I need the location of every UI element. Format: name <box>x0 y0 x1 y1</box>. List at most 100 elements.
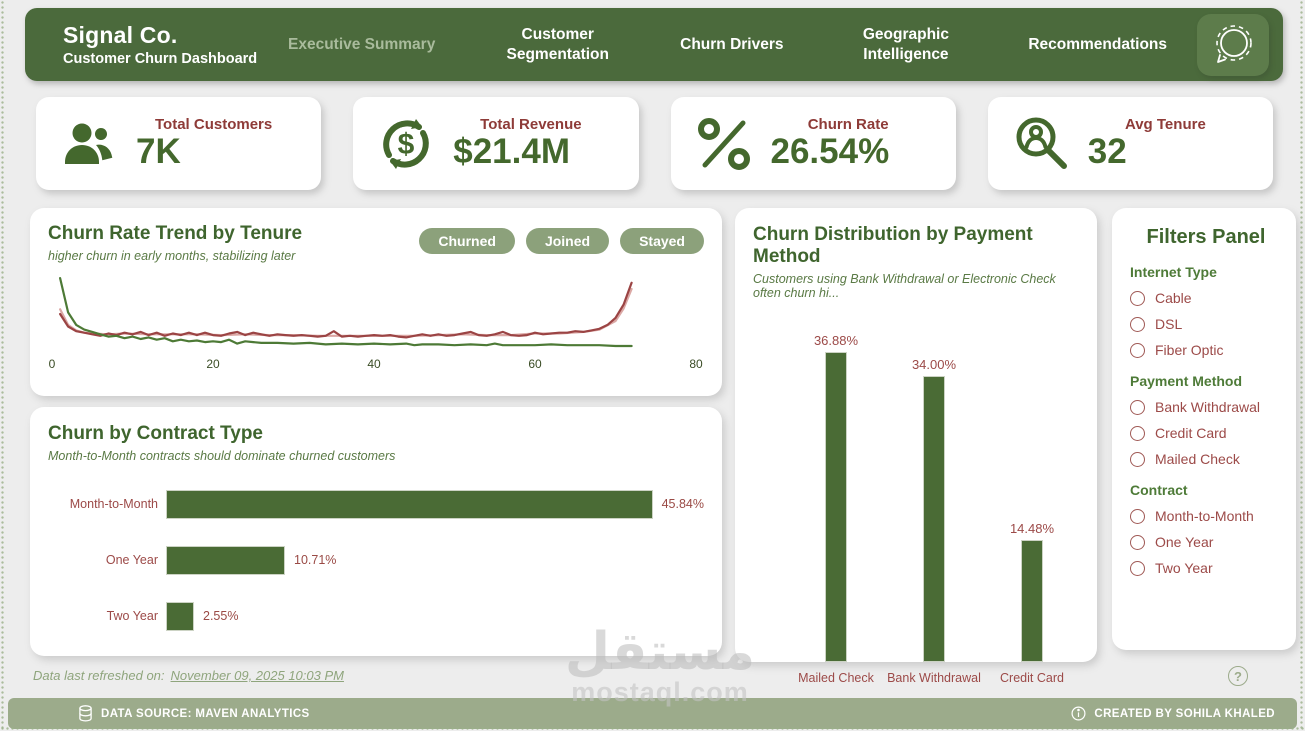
filter-option-contract-month-to-month[interactable]: Month-to-Month <box>1130 508 1282 524</box>
payment-churn-card: Churn Distribution by Payment Method Cus… <box>735 208 1097 685</box>
trend-legend: Churned Joined Stayed <box>419 228 704 254</box>
kpi-title: Churn Rate <box>807 116 889 134</box>
filter-option-payment-method-bank-withdrawal[interactable]: Bank Withdrawal <box>1130 399 1282 415</box>
filter-option-internet-type-cable[interactable]: Cable <box>1130 290 1282 306</box>
tab-customer-segmentation[interactable]: Customer Segmentation <box>506 26 609 63</box>
payment-x-axis: Mailed Check Bank Withdrawal Credit Card <box>753 670 1081 686</box>
trend-card-subtitle: higher churn in early months, stabilizin… <box>48 249 296 263</box>
payment-bar-column-mailed-check: 36.88% <box>787 333 885 662</box>
top-nav-bar: Signal Co. Customer Churn Dashboard Exec… <box>25 8 1283 81</box>
kpi-value: 32 <box>1087 132 1127 172</box>
radio-icon[interactable] <box>1130 399 1145 415</box>
footer-data-source-text: DATA SOURCE: MAVEN ANALYTICS <box>101 707 310 720</box>
contract-bar-row-one-year: One Year 10.71% <box>48 545 704 575</box>
help-icon[interactable]: ? <box>1228 666 1248 686</box>
radio-icon[interactable] <box>1130 316 1145 332</box>
filter-option-label: DSL <box>1155 316 1183 332</box>
contract-card-subtitle: Month-to-Month contracts should dominate… <box>48 449 396 463</box>
contract-bar-month-to-month[interactable] <box>166 489 653 519</box>
kpi-card-total-customers: Total Customers 7K <box>36 97 322 190</box>
info-icon <box>1071 706 1086 721</box>
contract-bar-value: 2.55% <box>203 609 239 623</box>
footer-created-by: CREATED BY SOHILA KHALED <box>1071 706 1275 721</box>
brand: Signal Co. Customer Churn Dashboard <box>25 22 260 67</box>
contract-bar-row-month-to-month: Month-to-Month 45.84% <box>48 489 704 519</box>
svg-text:$: $ <box>398 128 415 161</box>
filter-group-label-payment-method: Payment Method <box>1130 373 1243 389</box>
filter-option-internet-type-fiber-optic[interactable]: Fiber Optic <box>1130 342 1282 358</box>
footer-created-by-text: CREATED BY SOHILA KHALED <box>1094 707 1275 720</box>
payment-bar-value: 14.48% <box>1009 521 1055 536</box>
brand-title: Signal Co. <box>63 22 178 48</box>
contract-category-label: Month-to-Month <box>69 497 158 511</box>
contract-bar-one-year[interactable] <box>166 545 285 575</box>
nav-tabs: Executive Summary Customer Segmentation Ch… <box>260 25 1197 64</box>
filter-option-label: Credit Card <box>1155 425 1227 441</box>
page-edge-dots-bottom <box>0 726 1305 731</box>
filter-option-contract-two-year[interactable]: Two Year <box>1130 560 1282 576</box>
tab-geographic-intelligence[interactable]: Geographic Intelligence <box>862 26 949 63</box>
tab-churn-drivers[interactable]: Churn Drivers <box>680 35 784 53</box>
radio-icon[interactable] <box>1130 290 1145 306</box>
signal-speech-bubble-icon <box>1216 24 1252 63</box>
radio-icon[interactable] <box>1130 451 1145 467</box>
legend-pill-churned[interactable]: Churned <box>419 228 515 254</box>
kpi-title: Total Revenue <box>480 116 582 134</box>
legend-pill-joined[interactable]: Joined <box>525 228 610 254</box>
page-edge-dots-right <box>1299 0 1305 731</box>
kpi-title: Total Customers <box>155 116 273 134</box>
filter-groups: Internet Type Cable DSL Fiber Optic Payment … <box>1130 264 1282 576</box>
payment-bar-credit-card[interactable] <box>1021 540 1043 662</box>
kpi-card-total-revenue: $ Total Revenue $21.4M <box>353 97 639 190</box>
filter-option-label: Bank Withdrawal <box>1155 399 1261 415</box>
brand-subtitle: Customer Churn Dashboard <box>63 51 258 67</box>
contract-card-title: Churn by Contract Type <box>48 423 263 444</box>
contract-bar-value: 10.71% <box>294 553 337 567</box>
trend-line-joined <box>59 287 633 337</box>
page-edge-dots-left <box>0 0 6 731</box>
radio-icon[interactable] <box>1130 560 1145 576</box>
kpi-card-churn-rate: Churn Rate 26.54% <box>670 97 956 190</box>
kpi-text-churn-rate: Churn Rate 26.54% <box>755 116 942 171</box>
filter-option-payment-method-credit-card[interactable]: Credit Card <box>1130 425 1282 441</box>
filter-option-label: Fiber Optic <box>1155 342 1224 358</box>
footer-data-source: DATA SOURCE: MAVEN ANALYTICS <box>78 705 310 722</box>
kpi-card-avg-tenure: Avg Tenure 32 <box>987 97 1273 190</box>
radio-icon[interactable] <box>1130 425 1145 441</box>
filter-option-label: Mailed Check <box>1155 451 1240 467</box>
payment-bar-column-credit-card: 14.48% <box>983 521 1081 662</box>
payment-bar-bank-withdrawal[interactable] <box>923 376 945 662</box>
filter-option-contract-one-year[interactable]: One Year <box>1130 534 1282 550</box>
tab-executive-summary[interactable]: Executive Summary <box>288 35 436 53</box>
kpi-text-avg-tenure: Avg Tenure 32 <box>1072 116 1259 171</box>
filter-option-label: Cable <box>1155 290 1192 306</box>
radio-icon[interactable] <box>1130 342 1145 358</box>
payment-bar-mailed-check[interactable] <box>825 352 847 662</box>
data-refreshed-line: Data last refreshed on: November 09, 2025… <box>33 668 344 683</box>
payment-bar-chart: 36.88% 34.00% 14.48% <box>753 314 1081 662</box>
contract-bar-chart: Month-to-Month 45.84% One Year 10.71% Two Ye… <box>48 489 704 631</box>
tab-recommendations[interactable]: Recommendations <box>1028 35 1167 53</box>
trend-line-churned <box>59 281 633 339</box>
trend-line-stayed <box>59 276 633 348</box>
filter-option-internet-type-dsl[interactable]: DSL <box>1130 316 1282 332</box>
signal-logo-button[interactable] <box>1197 13 1269 76</box>
payment-category-label-mailed-check: Mailed Check <box>798 671 874 685</box>
payment-card-title: Churn Distribution by Payment Method <box>753 224 1033 267</box>
kpi-row: Total Customers 7K $ Total Revenue $21.4M Chu… <box>36 97 1273 190</box>
filter-option-label: One Year <box>1155 534 1214 550</box>
database-icon <box>79 705 92 722</box>
kpi-value: 7K <box>136 132 181 172</box>
contract-bar-two-year[interactable] <box>166 601 194 631</box>
filter-option-payment-method-mailed-check[interactable]: Mailed Check <box>1130 451 1282 467</box>
customers-icon <box>58 113 120 175</box>
legend-pill-stayed[interactable]: Stayed <box>620 228 704 254</box>
payment-bar-column-bank-withdrawal: 34.00% <box>885 357 983 662</box>
radio-icon[interactable] <box>1130 508 1145 524</box>
footer-bar: DATA SOURCE: MAVEN ANALYTICS CREATED BY … <box>8 698 1297 729</box>
filter-option-label: Two Year <box>1155 560 1213 576</box>
filters-panel-title: Filters Panel <box>1146 226 1266 248</box>
radio-icon[interactable] <box>1130 534 1145 550</box>
filters-panel: Filters Panel Internet Type Cable DSL Fiber… <box>1112 208 1296 650</box>
